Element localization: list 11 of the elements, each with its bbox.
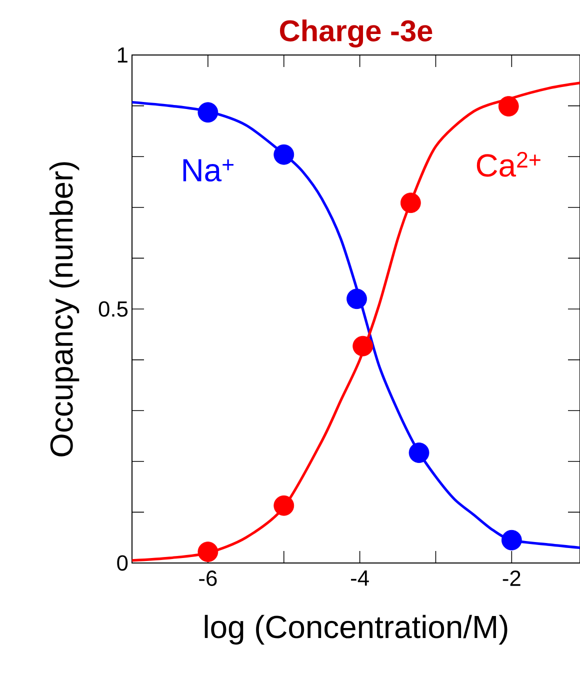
y-axis-title: Occupancy (number) [49,162,80,456]
y-tick-label: 1 [118,47,128,63]
series-label: Na$^{+}$ [183,159,234,182]
chart-title: Charge -3e [280,20,432,48]
x-axis-title: log (Concentration/M) [204,614,508,645]
series-label: Ca$^{2+}$ [476,152,540,177]
x-tick-label: -2 [502,570,520,586]
y-tick-label: 0.5 [98,301,128,317]
x-tick-label: -4 [351,570,369,586]
y-tick-label: 0 [117,555,128,571]
x-tick-label: -6 [199,570,217,586]
